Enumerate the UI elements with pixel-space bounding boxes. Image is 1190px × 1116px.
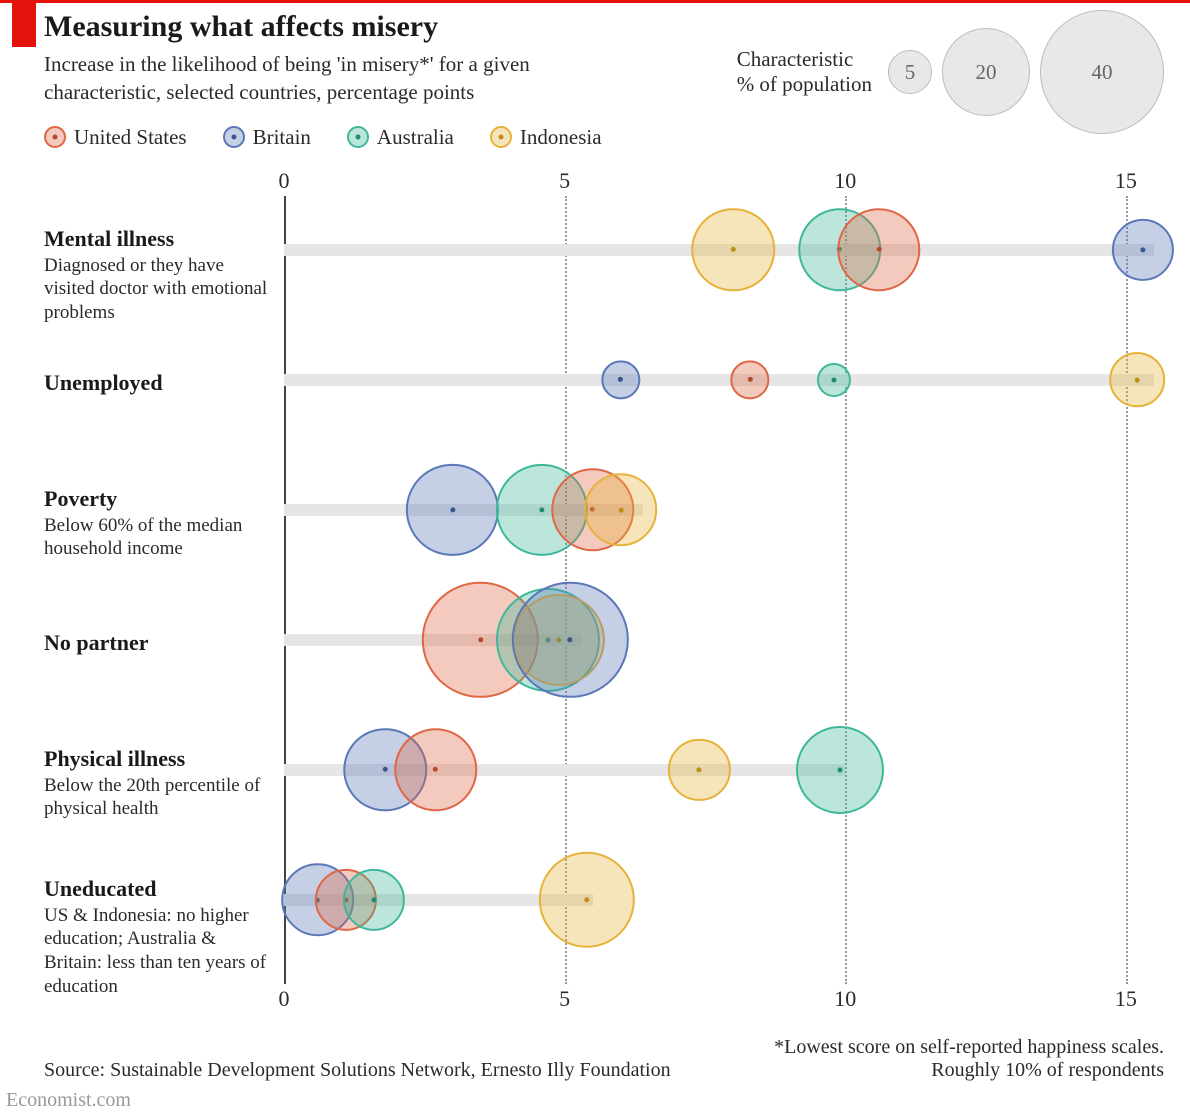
publisher-credit: Economist.com (6, 1089, 131, 1112)
tick-label-bottom: 10 (834, 986, 856, 1012)
top-redline (0, 0, 1190, 3)
category-title: Mental illness (44, 226, 274, 252)
category-label-mental: Mental illnessDiagnosed or they have vis… (44, 226, 274, 325)
legend-item-us: United States (44, 125, 187, 150)
chart-subtitle: Increase in the likelihood of being 'in … (44, 50, 624, 107)
tick-label-top: 5 (559, 168, 570, 194)
size-legend-bubble: 20 (942, 28, 1030, 116)
size-legend-label: Characteristic % of population (737, 47, 872, 97)
category-label-poverty: PovertyBelow 60% of the median household… (44, 486, 274, 562)
source-text: Source: Sustainable Development Solution… (44, 1059, 671, 1081)
tick-label-bottom: 5 (559, 986, 570, 1012)
size-legend-label-line1: Characteristic (737, 47, 872, 72)
footer: Source: Sustainable Development Solution… (44, 1059, 1164, 1082)
legend-item-gb: Britain (223, 125, 311, 150)
tick-label-bottom: 15 (1115, 986, 1137, 1012)
legend-swatch (44, 126, 66, 148)
bubble-mental-id (691, 208, 774, 291)
row-line (284, 374, 1154, 386)
legend-label: Britain (253, 125, 311, 150)
category-label-nopartner: No partner (44, 630, 274, 656)
category-label-physical: Physical illnessBelow the 20th percentil… (44, 746, 274, 822)
legend-swatch (347, 126, 369, 148)
plot-area: 005510101515 (284, 170, 1154, 1010)
legend-label: United States (74, 125, 187, 150)
bubble-unemployed-us (730, 360, 769, 399)
category-title: Poverty (44, 486, 274, 512)
tick-label-top: 10 (834, 168, 856, 194)
bubble-uneducated-id (539, 851, 635, 947)
size-legend-label-line2: % of population (737, 72, 872, 97)
category-subtitle: US & Indonesia: no higher education; Aus… (44, 904, 274, 999)
bubble-poverty-gb (406, 464, 498, 556)
chart-area: 0 0 5 5 10 10 15 15 Mental illnessDiagnosed or … (44, 170, 1164, 1010)
tick-label-top: 15 (1115, 168, 1137, 194)
bubble-unemployed-au (817, 363, 851, 397)
size-legend-bubble: 40 (1040, 10, 1164, 134)
gridline (845, 196, 847, 984)
category-label-unemployed: Unemployed (44, 370, 274, 396)
category-subtitle: Diagnosed or they have visited doctor wi… (44, 254, 274, 325)
size-legend-bubble: 5 (888, 50, 932, 94)
legend-item-id: Indonesia (490, 125, 602, 150)
chart-container: Measuring what affects misery Increase i… (44, 10, 1164, 1010)
tick-label-top: 0 (279, 168, 290, 194)
y-axis-line (284, 196, 286, 984)
red-accent-tab (12, 3, 36, 47)
bubble-physical-id (668, 739, 730, 801)
bubble-poverty-id (584, 473, 658, 547)
category-title: Uneducated (44, 876, 274, 902)
category-title: No partner (44, 630, 274, 656)
category-title: Unemployed (44, 370, 274, 396)
bubble-physical-us (394, 728, 477, 811)
bubble-unemployed-gb (601, 360, 640, 399)
bubble-mental-us (837, 208, 920, 291)
legend-swatch (490, 126, 512, 148)
gridline (1126, 196, 1128, 984)
tick-label-bottom: 0 (279, 986, 290, 1012)
header: Measuring what affects misery Increase i… (44, 10, 1164, 107)
bubble-unemployed-id (1109, 352, 1165, 408)
bubble-physical-au (796, 726, 884, 814)
bubble-nopartner-gb (512, 581, 628, 697)
category-subtitle: Below the 20th percentile of physical he… (44, 774, 274, 822)
legend-item-au: Australia (347, 125, 454, 150)
legend-label: Indonesia (520, 125, 602, 150)
bubble-uneducated-au (343, 869, 405, 931)
category-title: Physical illness (44, 746, 274, 772)
category-subtitle: Below 60% of the median household income (44, 514, 274, 562)
legend-label: Australia (377, 125, 454, 150)
bubble-mental-gb (1112, 219, 1174, 281)
category-label-uneducated: UneducatedUS & Indonesia: no higher educ… (44, 876, 274, 999)
legend-swatch (223, 126, 245, 148)
size-legend: Characteristic % of population 52040 (737, 10, 1164, 134)
footnote-text: *Lowest score on self-reported happiness… (744, 1036, 1164, 1082)
